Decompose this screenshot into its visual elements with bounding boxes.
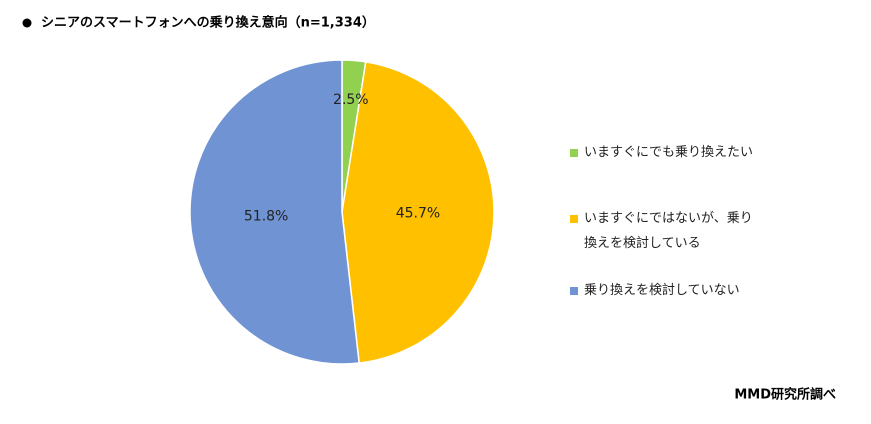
legend-item: いますぐにではないが、乗り換えを検討している — [570, 206, 762, 256]
data-label: 51.8% — [244, 208, 288, 224]
legend-label: いますぐにでも乗り換えたい — [584, 145, 754, 160]
legend-label: 乗り換えを検討していない — [584, 283, 740, 298]
legend-swatch — [570, 287, 578, 295]
data-label: 2.5% — [333, 92, 369, 108]
legend-label: いますぐにではないが、乗り換えを検討している — [584, 211, 753, 251]
source-note: MMD研究所調べ — [734, 387, 836, 403]
title-bullet — [22, 18, 32, 28]
legend-item: いますぐにでも乗り換えたい — [570, 140, 762, 165]
legend-item: 乗り換えを検討していない — [570, 278, 762, 303]
pie-slice — [189, 59, 360, 365]
pie-slice — [341, 61, 495, 364]
legend-swatch — [570, 215, 578, 223]
legend-swatch — [570, 149, 578, 157]
chart-title: シニアのスマートフォンへの乗り換え意向（n=1,334） — [41, 15, 375, 31]
data-label: 45.7% — [396, 206, 440, 222]
